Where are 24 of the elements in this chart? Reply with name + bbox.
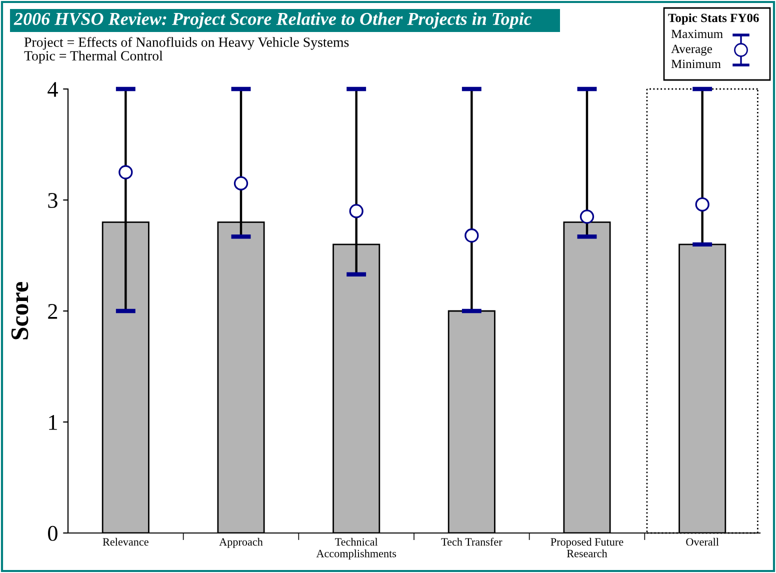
point: [695, 197, 710, 212]
point: [234, 176, 248, 190]
x-tick-label: Technical Accomplishments: [316, 538, 396, 560]
y-tick-label: 4: [48, 82, 58, 97]
x-tick-label: Tech Transfer: [441, 538, 502, 546]
chart-subtitle: Project = Effects of Nanofluids on Heavy Vehicle Systems Topic = Thermal Control: [24, 37, 349, 64]
legend-title: Topic Stats FY06: [668, 13, 759, 25]
y-tick-label: 1: [49, 415, 57, 430]
point: [464, 228, 479, 243]
x-tick-label: Approach: [219, 538, 263, 548]
point: [580, 210, 594, 224]
chart-title: 2006 HVSO Review: Project Score Relative to Other Projects in Topic: [14, 12, 532, 29]
y-tick-label: 2: [48, 304, 58, 319]
y-axis-title: Score: [11, 282, 28, 340]
x-tick-label: Proposed Future Research: [550, 538, 624, 558]
y-tick-label: 0: [48, 526, 58, 541]
text: Maximum: [671, 30, 723, 38]
text: Minimum: [671, 60, 721, 68]
point: [118, 165, 133, 180]
x-tick-label: Overall: [686, 538, 719, 546]
point: [349, 204, 364, 218]
y-tick-label: 3: [48, 192, 58, 208]
legend-label: Average: [671, 44, 712, 56]
x-tick-label: Relevance: [102, 538, 148, 546]
